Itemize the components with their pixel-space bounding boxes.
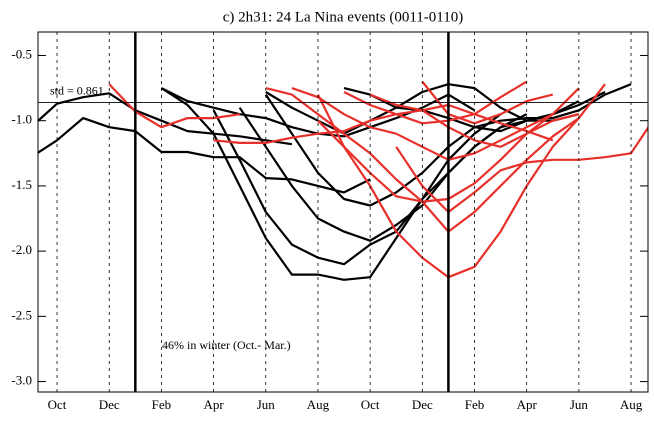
x-tick-label: Oct — [48, 397, 67, 412]
x-tick-label: Oct — [361, 397, 380, 412]
series-line — [369, 93, 580, 148]
x-tick-label: Jun — [570, 397, 589, 412]
x-tick-label: Dec — [99, 397, 120, 412]
std-label: std = 0.861 — [50, 83, 104, 97]
series-line — [160, 87, 502, 281]
chart-title: c) 2h31: 24 La Nina events (0011-0110) — [223, 9, 464, 25]
y-tick-label: -1.5 — [11, 177, 32, 192]
x-tick-label: Jun — [257, 397, 276, 412]
plot-frame — [37, 31, 649, 393]
x-tick-label: Apr — [203, 397, 224, 412]
x-tick-label: Feb — [465, 397, 485, 412]
annotation: 46% in winter (Oct.- Mar.) — [162, 338, 291, 352]
series-line — [317, 83, 606, 279]
plot-area — [38, 80, 648, 281]
series-line — [395, 125, 648, 214]
series-line — [38, 117, 371, 194]
series-line — [421, 80, 554, 125]
y-tick-label: -0.5 — [11, 46, 32, 61]
y-tick-label: -2.0 — [11, 242, 32, 257]
x-tick-label: Dec — [412, 397, 433, 412]
series-line — [213, 103, 554, 144]
x-tick-label: Aug — [620, 397, 643, 412]
series-line — [38, 92, 293, 146]
x-tick-label: Feb — [152, 397, 172, 412]
y-tick-label: -1.0 — [11, 112, 32, 127]
series-line — [343, 87, 606, 133]
series-line — [108, 83, 240, 129]
series-line — [343, 80, 528, 125]
x-tick-label: Aug — [307, 397, 330, 412]
y-tick-label: -3.0 — [11, 373, 32, 388]
y-tick-label: -2.5 — [11, 307, 32, 322]
x-tick-label: Apr — [517, 397, 538, 412]
